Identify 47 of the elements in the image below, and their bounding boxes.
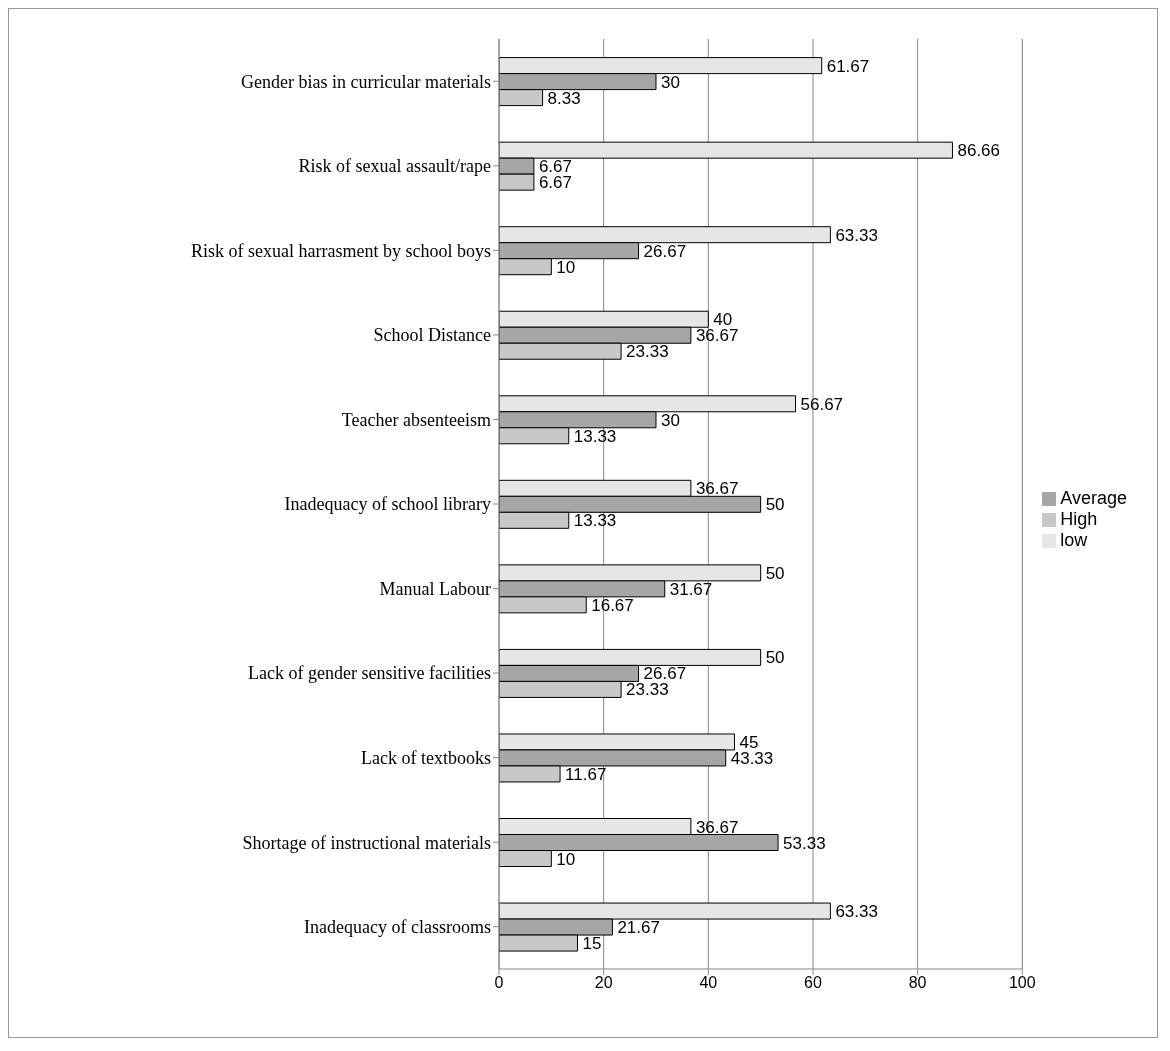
y-tick-label: Gender bias in curricular materials — [241, 71, 491, 92]
data-label: 36.67 — [695, 479, 739, 499]
x-tick-label: 60 — [804, 974, 822, 992]
data-label: 50 — [765, 648, 785, 668]
data-label: 10 — [556, 257, 576, 277]
data-label: 30 — [660, 410, 680, 430]
data-label: 16.67 — [591, 595, 634, 615]
x-tick-label: 0 — [494, 974, 504, 992]
x-tick-label: 20 — [594, 974, 613, 992]
data-label: 43.33 — [730, 749, 774, 768]
data-label: 23.33 — [626, 342, 669, 362]
data-label: 13.33 — [573, 511, 617, 531]
x-tick-label: 40 — [699, 974, 718, 992]
y-tick-label: School Distance — [373, 325, 491, 346]
data-label: 30 — [660, 72, 680, 92]
data-label: 10 — [556, 849, 576, 869]
y-tick-label: Inadequacy of classrooms — [304, 917, 491, 938]
y-tick-label: Inadequacy of school library — [284, 494, 491, 515]
y-tick-label: Risk of sexual harrasment by school boys — [191, 240, 491, 261]
data-label: 56.67 — [800, 394, 844, 414]
data-label: 61.67 — [826, 56, 870, 76]
data-label: 15 — [582, 934, 602, 954]
data-label: 13.33 — [573, 426, 617, 446]
data-label: 21.67 — [617, 918, 660, 938]
y-tick-label: Teacher absenteeism — [341, 409, 491, 430]
y-tick-label: Manual Labour — [379, 578, 491, 599]
legend-label: low — [1060, 529, 1088, 550]
y-tick-label: Lack of textbooks — [361, 748, 491, 769]
y-tick-label: Shortage of instructional materials — [242, 832, 491, 853]
data-label: 31.67 — [669, 579, 713, 599]
data-label: 86.66 — [957, 141, 1001, 161]
data-label: 45 — [739, 733, 759, 752]
legend-label: Average — [1060, 487, 1127, 508]
data-label: 26.67 — [643, 241, 687, 261]
data-label: 11.67 — [565, 765, 607, 784]
data-label: 50 — [765, 495, 785, 515]
y-tick-label: Lack of gender sensitive facilities — [248, 663, 491, 684]
x-tick-label: 100 — [1008, 974, 1036, 992]
x-tick-label: 80 — [908, 974, 927, 992]
data-label: 8.33 — [547, 88, 581, 108]
data-label: 63.33 — [835, 902, 878, 922]
y-tick-label: Risk of sexual assault/rape — [298, 156, 491, 177]
data-label: 36.67 — [695, 817, 739, 837]
data-label: 53.33 — [783, 833, 826, 853]
data-label: 63.33 — [835, 225, 878, 245]
data-label: 50 — [765, 563, 785, 583]
legend-label: High — [1060, 508, 1098, 529]
